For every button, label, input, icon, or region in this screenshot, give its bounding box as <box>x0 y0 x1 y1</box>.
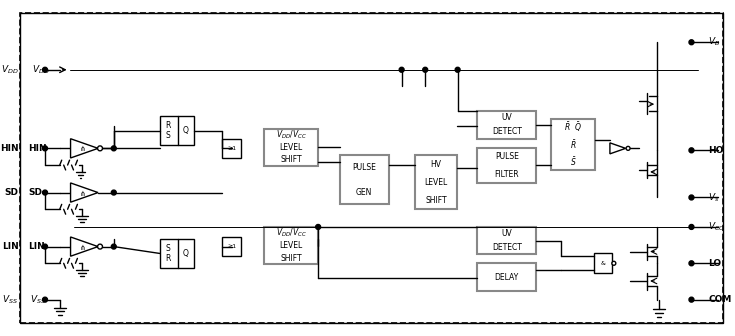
Bar <box>340 155 389 204</box>
Text: $V_{DD}$: $V_{DD}$ <box>1 64 18 76</box>
Bar <box>160 239 194 268</box>
Circle shape <box>111 146 116 151</box>
Circle shape <box>315 224 320 229</box>
Text: $V_s$: $V_s$ <box>708 191 720 204</box>
Circle shape <box>43 67 48 72</box>
Bar <box>551 119 595 170</box>
Text: &: & <box>600 261 606 266</box>
Circle shape <box>43 146 48 151</box>
Text: LIN: LIN <box>29 242 45 251</box>
Text: HV: HV <box>431 160 442 169</box>
Circle shape <box>689 148 694 153</box>
Bar <box>222 237 242 256</box>
Text: LEVEL: LEVEL <box>279 241 303 250</box>
Text: $\pitchfork$: $\pitchfork$ <box>79 143 86 153</box>
Text: $\pitchfork$: $\pitchfork$ <box>79 187 86 198</box>
Text: S: S <box>165 244 171 253</box>
Text: UV: UV <box>501 113 512 122</box>
Polygon shape <box>610 143 625 154</box>
Circle shape <box>626 146 630 150</box>
Circle shape <box>43 190 48 195</box>
Bar <box>477 111 537 138</box>
Text: DETECT: DETECT <box>492 243 522 252</box>
Text: $V_{DD}/V_{CC}$: $V_{DD}/V_{CC}$ <box>276 129 306 141</box>
Text: HIN: HIN <box>0 144 18 153</box>
Text: $\bar{S}$: $\bar{S}$ <box>570 155 576 168</box>
Text: HIN: HIN <box>29 144 47 153</box>
Circle shape <box>111 190 116 195</box>
Text: $V_{SS}$: $V_{SS}$ <box>30 293 46 306</box>
Text: SD: SD <box>29 188 43 197</box>
Circle shape <box>612 261 616 265</box>
Text: $\pitchfork$: $\pitchfork$ <box>79 242 86 252</box>
Circle shape <box>689 261 694 266</box>
Circle shape <box>689 297 694 302</box>
Circle shape <box>689 224 694 229</box>
Polygon shape <box>71 237 98 256</box>
Circle shape <box>423 67 428 72</box>
Circle shape <box>43 244 48 249</box>
Text: LEVEL: LEVEL <box>424 178 448 187</box>
Text: Q: Q <box>182 126 188 135</box>
Text: LEVEL: LEVEL <box>279 143 303 152</box>
Text: $V_{DD}$: $V_{DD}$ <box>32 64 50 76</box>
Text: $V_{CC}$: $V_{CC}$ <box>708 221 725 233</box>
Circle shape <box>689 195 694 200</box>
Text: HO: HO <box>708 146 723 155</box>
Bar <box>477 149 537 183</box>
Text: R: R <box>165 254 171 263</box>
Text: SD: SD <box>4 188 18 197</box>
Text: FILTER: FILTER <box>495 170 519 179</box>
Text: PULSE: PULSE <box>495 153 519 161</box>
Text: Q: Q <box>182 249 188 258</box>
Bar <box>477 227 537 254</box>
Bar <box>264 227 318 264</box>
Circle shape <box>455 67 460 72</box>
Text: PULSE: PULSE <box>352 163 376 172</box>
Bar <box>594 253 612 273</box>
Bar <box>477 263 537 291</box>
Bar <box>264 129 318 166</box>
Text: LIN: LIN <box>1 242 18 251</box>
Circle shape <box>43 297 48 302</box>
Text: $\bar{R}$: $\bar{R}$ <box>570 138 576 151</box>
Text: UV: UV <box>501 229 512 238</box>
Text: $V_{DD}/V_{CC}$: $V_{DD}/V_{CC}$ <box>276 227 306 240</box>
Polygon shape <box>71 183 98 202</box>
Circle shape <box>399 67 404 72</box>
Text: ≥1: ≥1 <box>227 146 236 151</box>
Text: ≥1: ≥1 <box>227 244 236 249</box>
Text: SHIFT: SHIFT <box>280 155 302 164</box>
Text: SHIFT: SHIFT <box>280 254 302 262</box>
Text: S: S <box>165 131 171 140</box>
Text: DELAY: DELAY <box>495 272 519 282</box>
Text: SHIFT: SHIFT <box>426 196 447 205</box>
Text: $V_B$: $V_B$ <box>708 36 720 48</box>
Text: COM: COM <box>708 295 731 304</box>
Text: $\bar{R}$  $\bar{Q}$: $\bar{R}$ $\bar{Q}$ <box>564 121 582 134</box>
Text: DETECT: DETECT <box>492 127 522 136</box>
Bar <box>160 116 194 145</box>
Bar <box>415 155 456 209</box>
Circle shape <box>689 40 694 45</box>
Circle shape <box>98 146 102 151</box>
Bar <box>222 138 242 158</box>
Text: R: R <box>165 121 171 130</box>
Text: $V_{SS}$: $V_{SS}$ <box>2 293 18 306</box>
Text: GEN: GEN <box>356 187 373 197</box>
Text: LO: LO <box>708 259 721 268</box>
Circle shape <box>111 244 116 249</box>
Circle shape <box>98 244 102 249</box>
Polygon shape <box>71 139 98 158</box>
